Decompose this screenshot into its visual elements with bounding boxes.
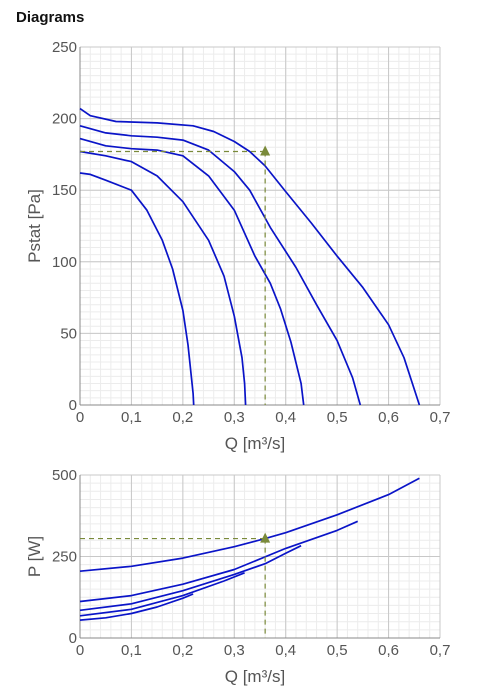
curve-2 xyxy=(79,520,359,603)
curve-3 xyxy=(79,544,302,612)
x-tick-label: 0,1 xyxy=(121,409,142,426)
x-tick-label: 0,2 xyxy=(172,409,193,426)
y-tick-label: 0 xyxy=(69,397,77,414)
x-tick-label: 0,6 xyxy=(378,642,399,659)
x-tick-label: 0,3 xyxy=(224,642,245,659)
y-tick-label: 50 xyxy=(60,325,77,342)
x-tick-label: 0 xyxy=(76,642,84,659)
diagrams-heading: Diagrams xyxy=(16,9,85,26)
curve-5 xyxy=(79,172,195,406)
curve-1 xyxy=(79,107,421,406)
y-tick-label: 250 xyxy=(52,549,77,566)
x-tick-label: 0,6 xyxy=(378,409,399,426)
y-tick-label: 250 xyxy=(52,39,77,56)
x-axis-label: Q [m³/s] xyxy=(225,434,285,453)
curve-3 xyxy=(79,137,305,406)
x-tick-label: 0,7 xyxy=(430,409,451,426)
y-tick-label: 0 xyxy=(69,630,77,647)
curve-4 xyxy=(79,150,247,406)
x-axis-label: Q [m³/s] xyxy=(225,667,285,686)
y-axis-label: Pstat [Pa] xyxy=(25,189,44,263)
y-axis-label: P [W] xyxy=(25,536,44,577)
x-tick-label: 0,1 xyxy=(121,642,142,659)
x-tick-label: 0,3 xyxy=(224,409,245,426)
x-tick-label: 0 xyxy=(76,409,84,426)
x-tick-label: 0,2 xyxy=(172,642,193,659)
x-tick-label: 0,5 xyxy=(327,409,348,426)
y-tick-label: 200 xyxy=(52,111,77,128)
x-tick-label: 0,4 xyxy=(275,642,296,659)
y-tick-label: 150 xyxy=(52,182,77,199)
power-chart: 0 0,1 0,2 0,3 0,4 0,5 0,6 0,7 0 250 500 Q [m³/s] P [… xyxy=(25,467,450,686)
y-tick-label: 500 xyxy=(52,467,77,484)
operating-point-marker xyxy=(260,532,271,543)
curve-4 xyxy=(79,572,245,617)
curve-2 xyxy=(79,124,362,406)
operating-point-marker xyxy=(260,145,271,156)
x-tick-label: 0,4 xyxy=(275,409,296,426)
curve-5 xyxy=(79,593,194,621)
x-tick-label: 0,5 xyxy=(327,642,348,659)
x-tick-label: 0,7 xyxy=(430,642,451,659)
pressure-chart: 0 0,1 0,2 0,3 0,4 0,5 0,6 0,7 0 50 100 150 200 250 Q [… xyxy=(25,39,450,453)
y-tick-label: 100 xyxy=(52,254,77,271)
